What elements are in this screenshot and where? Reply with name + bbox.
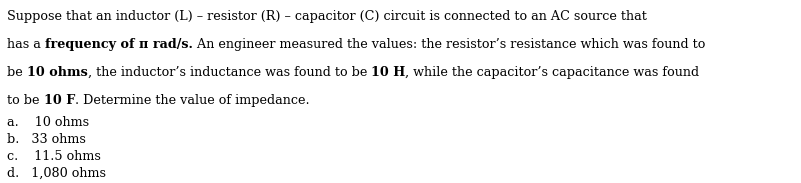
- Text: b.   33 ohms: b. 33 ohms: [7, 133, 86, 146]
- Text: 10 F: 10 F: [43, 94, 74, 107]
- Text: has a: has a: [7, 38, 45, 51]
- Text: d.   1,080 ohms: d. 1,080 ohms: [7, 167, 106, 180]
- Text: a.    10 ohms: a. 10 ohms: [7, 116, 89, 129]
- Text: Suppose that an inductor (L) – resistor (R) – capacitor (C) circuit is connected: Suppose that an inductor (L) – resistor …: [7, 10, 647, 23]
- Text: c.    11.5 ohms: c. 11.5 ohms: [7, 150, 101, 163]
- Text: frequency of π rad/s.: frequency of π rad/s.: [45, 38, 193, 51]
- Text: . Determine the value of impedance.: . Determine the value of impedance.: [74, 94, 309, 107]
- Text: An engineer measured the values: the resistor’s resistance which was found to: An engineer measured the values: the res…: [193, 38, 705, 51]
- Text: 10 H: 10 H: [371, 66, 405, 79]
- Text: 10 ohms: 10 ohms: [26, 66, 87, 79]
- Text: , while the capacitor’s capacitance was found: , while the capacitor’s capacitance was …: [405, 66, 699, 79]
- Text: to be: to be: [7, 94, 43, 107]
- Text: be: be: [7, 66, 26, 79]
- Text: , the inductor’s inductance was found to be: , the inductor’s inductance was found to…: [87, 66, 371, 79]
